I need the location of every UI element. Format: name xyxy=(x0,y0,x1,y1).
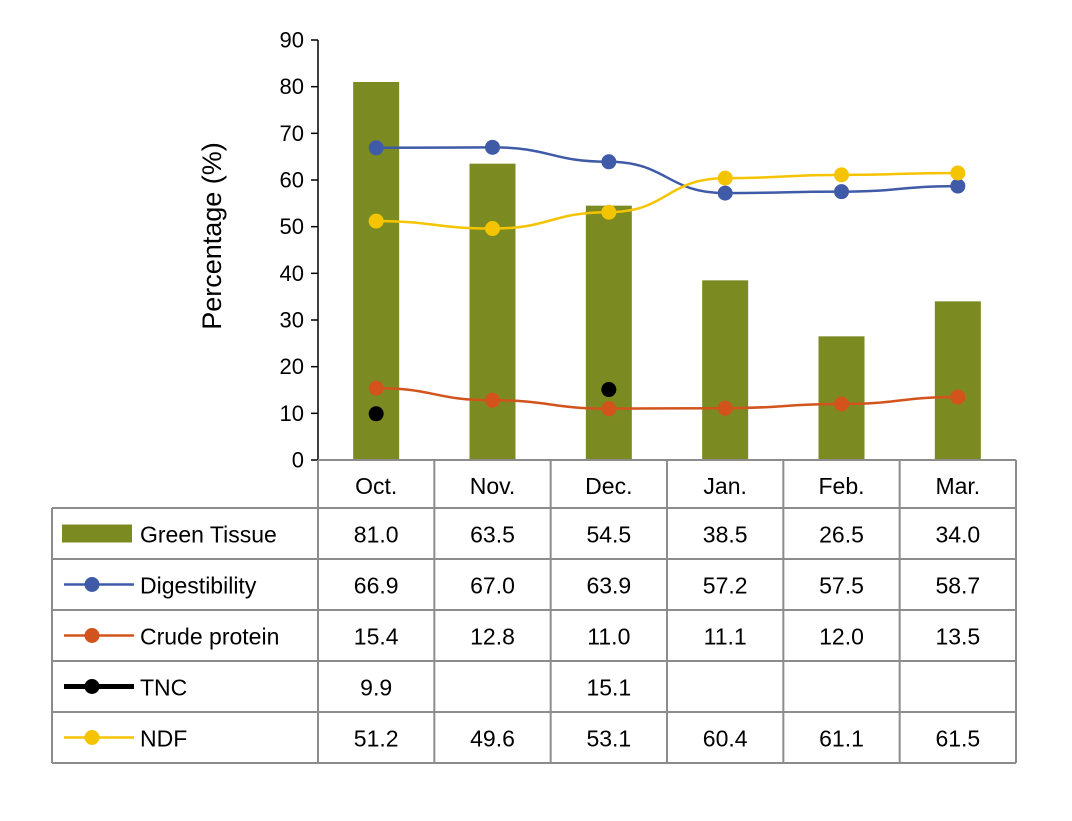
x-category-label: Oct. xyxy=(355,473,397,499)
data-label-digestibility-1: 67.0 xyxy=(470,573,515,599)
legend-label-tnc: TNC xyxy=(140,675,187,701)
series-line-digestibility xyxy=(376,146,958,195)
y-tick-label: 50 xyxy=(280,214,304,239)
series-line-ndf xyxy=(376,171,958,230)
data-label-green-tissue-3: 38.5 xyxy=(703,522,748,548)
point-ndf-3 xyxy=(717,170,733,186)
data-label-green-tissue-5: 34.0 xyxy=(935,522,980,548)
data-label-crude-protein-0: 15.4 xyxy=(354,624,399,650)
y-tick-label: 20 xyxy=(280,354,304,379)
series-line-crude-protein xyxy=(376,386,958,410)
legend-label-ndf: NDF xyxy=(140,726,187,752)
data-label-ndf-4: 61.1 xyxy=(819,726,864,752)
legend-key-marker-digestibility xyxy=(84,577,100,592)
legend-key-marker-tnc xyxy=(84,679,100,694)
legend-label-green-tissue: Green Tissue xyxy=(140,522,277,548)
data-label-green-tissue-2: 54.5 xyxy=(586,522,631,548)
data-label-ndf-5: 61.5 xyxy=(935,726,980,752)
data-label-green-tissue-4: 26.5 xyxy=(819,522,864,548)
bar-green-tissue-5 xyxy=(934,301,981,460)
data-label-ndf-1: 49.6 xyxy=(470,726,515,752)
y-tick-label: 90 xyxy=(280,28,304,53)
x-category-label: Mar. xyxy=(935,473,980,499)
y-axis-title: Percentage (%) xyxy=(197,142,227,330)
data-label-crude-protein-4: 12.0 xyxy=(819,624,864,650)
point-digestibility-5 xyxy=(950,178,966,194)
y-tick-label: 70 xyxy=(280,121,304,146)
legend-key-green-tissue xyxy=(62,524,132,543)
point-crude-protein-4 xyxy=(834,396,849,412)
data-label-crude-protein-2: 11.0 xyxy=(587,624,630,650)
y-tick-label: 80 xyxy=(280,74,304,99)
bar-green-tissue-1 xyxy=(469,163,516,460)
bar-green-tissue-2 xyxy=(585,205,632,460)
point-ndf-2 xyxy=(601,204,617,220)
point-tnc-2 xyxy=(601,382,617,398)
point-ndf-1 xyxy=(485,221,500,237)
legend-key-marker-crude-protein xyxy=(84,628,100,643)
y-tick-label: 60 xyxy=(280,168,304,193)
data-label-tnc-2: 15.1 xyxy=(586,675,631,701)
data-label-digestibility-5: 58.7 xyxy=(935,573,980,599)
y-tick-label: 10 xyxy=(280,401,304,426)
y-tick-label: 30 xyxy=(280,308,304,333)
legend-label-digestibility: Digestibility xyxy=(140,573,257,599)
point-digestibility-4 xyxy=(834,184,849,200)
x-category-label: Dec. xyxy=(585,473,632,499)
point-ndf-5 xyxy=(950,165,966,181)
point-digestibility-0 xyxy=(368,140,384,156)
x-category-label: Feb. xyxy=(818,473,864,499)
data-label-green-tissue-0: 81.0 xyxy=(354,522,399,548)
data-label-digestibility-2: 63.9 xyxy=(586,573,631,599)
point-crude-protein-2 xyxy=(601,401,617,417)
x-category-label: Nov. xyxy=(470,473,516,499)
point-crude-protein-0 xyxy=(368,380,384,396)
point-ndf-4 xyxy=(834,167,849,183)
y-tick-label: 0 xyxy=(292,448,304,473)
bar-green-tissue-3 xyxy=(702,280,749,460)
data-label-ndf-3: 60.4 xyxy=(703,726,748,752)
point-digestibility-2 xyxy=(601,154,617,170)
legend-key-marker-ndf xyxy=(84,730,100,745)
data-label-digestibility-0: 66.9 xyxy=(354,573,399,599)
point-digestibility-3 xyxy=(717,185,733,201)
data-label-crude-protein-5: 13.5 xyxy=(935,624,980,650)
data-label-digestibility-4: 57.5 xyxy=(819,573,864,599)
point-digestibility-1 xyxy=(485,139,500,155)
data-label-ndf-0: 51.2 xyxy=(354,726,399,752)
point-tnc-0 xyxy=(368,406,384,422)
data-label-tnc-0: 9.9 xyxy=(360,675,392,701)
point-crude-protein-5 xyxy=(950,389,966,405)
data-label-green-tissue-1: 63.5 xyxy=(470,522,515,548)
data-label-crude-protein-3: 11.1 xyxy=(704,624,747,650)
data-label-ndf-2: 53.1 xyxy=(586,726,631,752)
data-label-digestibility-3: 57.2 xyxy=(703,573,748,599)
bar-green-tissue-0 xyxy=(353,82,400,460)
point-ndf-0 xyxy=(368,213,384,229)
point-crude-protein-3 xyxy=(717,400,733,416)
data-label-crude-protein-1: 12.8 xyxy=(470,624,515,650)
legend-label-crude-protein: Crude protein xyxy=(140,624,279,650)
point-crude-protein-1 xyxy=(485,392,500,408)
y-tick-label: 40 xyxy=(280,261,304,286)
x-category-label: Jan. xyxy=(703,473,746,499)
